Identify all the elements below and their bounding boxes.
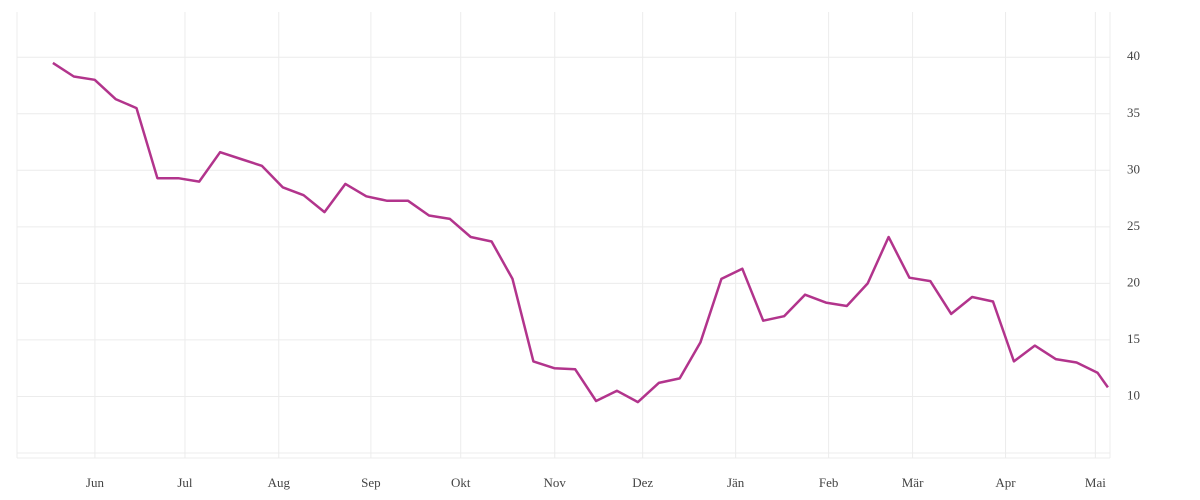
x-tick-label: Nov xyxy=(544,475,567,490)
x-tick-label: Feb xyxy=(819,475,839,490)
x-tick-label: Mai xyxy=(1085,475,1106,490)
x-tick-label: Sep xyxy=(361,475,381,490)
y-tick-label: 40 xyxy=(1127,48,1140,63)
x-tick-label: Jul xyxy=(177,475,193,490)
x-tick-label: Jän xyxy=(727,475,745,490)
y-tick-label: 35 xyxy=(1127,105,1140,120)
y-tick-label: 15 xyxy=(1127,331,1140,346)
y-tick-label: 25 xyxy=(1127,218,1140,233)
x-tick-label: Aug xyxy=(268,475,291,490)
y-tick-label: 20 xyxy=(1127,274,1140,289)
x-tick-label: Dez xyxy=(632,475,653,490)
y-tick-label: 30 xyxy=(1127,161,1140,176)
x-tick-label: Apr xyxy=(995,475,1016,490)
data-line xyxy=(52,61,1109,404)
y-tick-label: 10 xyxy=(1127,387,1140,402)
x-tick-label: Jun xyxy=(86,475,105,490)
x-tick-label: Okt xyxy=(451,475,471,490)
x-tick-label: Mär xyxy=(902,475,924,490)
